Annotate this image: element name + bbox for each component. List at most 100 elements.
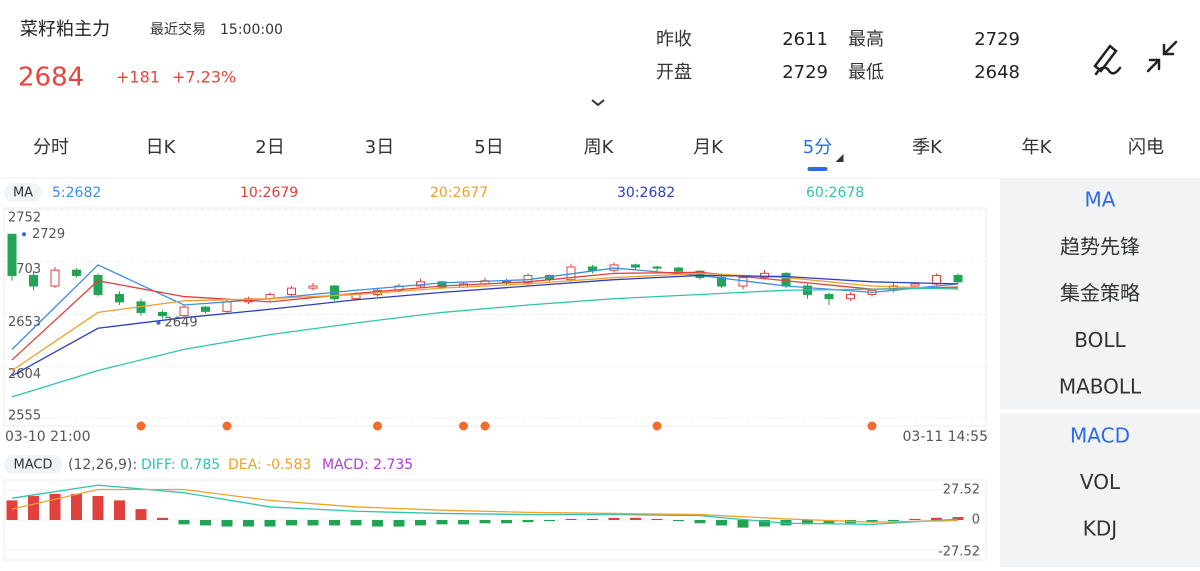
tab[interactable]: 闪电 (1128, 137, 1164, 158)
macd-bar (630, 517, 641, 520)
macd-bar (415, 520, 426, 526)
candle-body (824, 293, 834, 300)
ma-legend: 30:2682 (617, 185, 675, 201)
macd-bar (372, 520, 383, 527)
macd-bar (393, 520, 405, 527)
end-time: 03-11 14:55 (903, 429, 988, 445)
side-item[interactable]: MA (1085, 188, 1116, 212)
candle-body (7, 233, 17, 276)
ma-legend: 5:2682 (52, 185, 101, 201)
candle-body (201, 306, 210, 312)
tab-underline (807, 167, 828, 171)
indicator-box (4, 183, 42, 202)
stat-value: 2729 (782, 62, 828, 83)
side-item[interactable]: KDJ (1083, 517, 1117, 541)
y-tick-label: 0 (972, 513, 980, 528)
title: 菜籽粕主力 (20, 19, 110, 40)
stat-label: 开盘 (656, 62, 692, 83)
macd-bar (716, 520, 727, 526)
tab-caret (835, 154, 844, 162)
candle-body (50, 269, 60, 287)
edit-icon[interactable] (1093, 44, 1122, 76)
macd-bar (888, 520, 899, 522)
tab[interactable]: 分时 (33, 137, 69, 158)
macd-bar (694, 520, 706, 524)
macd-bar (501, 520, 512, 524)
dea-line (11, 488, 959, 523)
signal-dot (459, 421, 468, 431)
tab[interactable]: 3日 (365, 137, 394, 158)
macd-bar (329, 520, 340, 526)
candle-body (846, 293, 855, 300)
macd-bar (221, 520, 233, 527)
y-tick-label: 2555 (8, 409, 41, 424)
diff-label: DIFF: 0.785 (141, 457, 220, 473)
side-item[interactable]: VOL (1080, 470, 1121, 494)
candle-body (158, 311, 167, 317)
macd-label: MACD: 2.735 (322, 457, 413, 473)
signal-dot (373, 421, 382, 431)
ma-line (11, 264, 959, 350)
tab[interactable]: 周K (584, 137, 615, 158)
macd-bar (178, 520, 190, 525)
macd-bar (909, 518, 921, 520)
side-item[interactable]: 趋势先锋 (1060, 234, 1140, 258)
candle-body (222, 301, 232, 312)
macd-bar (608, 517, 620, 520)
macd-bar (135, 509, 147, 520)
macd-bar (92, 496, 104, 520)
candle-body (29, 274, 38, 287)
macd-bar (759, 520, 770, 527)
candle-body (932, 274, 941, 285)
candle-body (115, 293, 124, 303)
macd-bar (114, 500, 125, 520)
macd-bar (737, 520, 749, 528)
indicator-box (4, 455, 62, 474)
stat-value: 2729 (974, 29, 1020, 50)
candle-body (437, 281, 447, 288)
ma-line (11, 272, 959, 372)
candle-body (953, 274, 963, 283)
candle-body (738, 277, 748, 287)
macd-bar (71, 493, 82, 520)
signal-dot (136, 421, 146, 431)
side-item[interactable]: 集金策略 (1060, 281, 1140, 305)
macd-bar (200, 520, 211, 526)
tab[interactable]: 5分 (803, 137, 832, 158)
diff-line (11, 484, 959, 526)
tab[interactable]: 日K (146, 137, 177, 158)
macd-bar (866, 520, 878, 523)
macd-bar (651, 518, 663, 520)
ma-line (11, 274, 959, 377)
candle-body (695, 270, 705, 279)
side-item[interactable]: MABOLL (1059, 375, 1142, 399)
tab[interactable]: 2日 (255, 137, 284, 158)
candle-body (72, 269, 81, 276)
trade-time: 15:00:00 (220, 22, 283, 38)
candle-body (631, 264, 640, 268)
ma-line (11, 271, 959, 361)
candle-body (588, 266, 597, 271)
macd-bar (802, 520, 813, 525)
collapse-icon[interactable] (1146, 40, 1178, 73)
min-dot (156, 320, 161, 325)
side-item[interactable]: BOLL (1074, 328, 1126, 352)
side-item[interactable]: MACD (1070, 424, 1130, 448)
macd-bar (522, 520, 534, 523)
macd-bar (458, 520, 469, 525)
expand-arrow[interactable] (591, 99, 605, 107)
tab[interactable]: 年K (1022, 137, 1053, 158)
tab[interactable]: 月K (693, 137, 724, 158)
macd-bar (436, 520, 448, 525)
ma-legend: 60:2678 (806, 185, 864, 201)
candle-body (179, 306, 189, 317)
macd-bar (264, 520, 276, 527)
macd-bar (286, 520, 297, 526)
macd-bar (931, 517, 942, 520)
macd-params: (12,26,9): (68, 457, 137, 473)
tab[interactable]: 5日 (474, 137, 503, 158)
tab[interactable]: 季K (912, 137, 943, 158)
trade-label: 最近交易 (150, 21, 206, 38)
macd-bar (157, 517, 168, 520)
